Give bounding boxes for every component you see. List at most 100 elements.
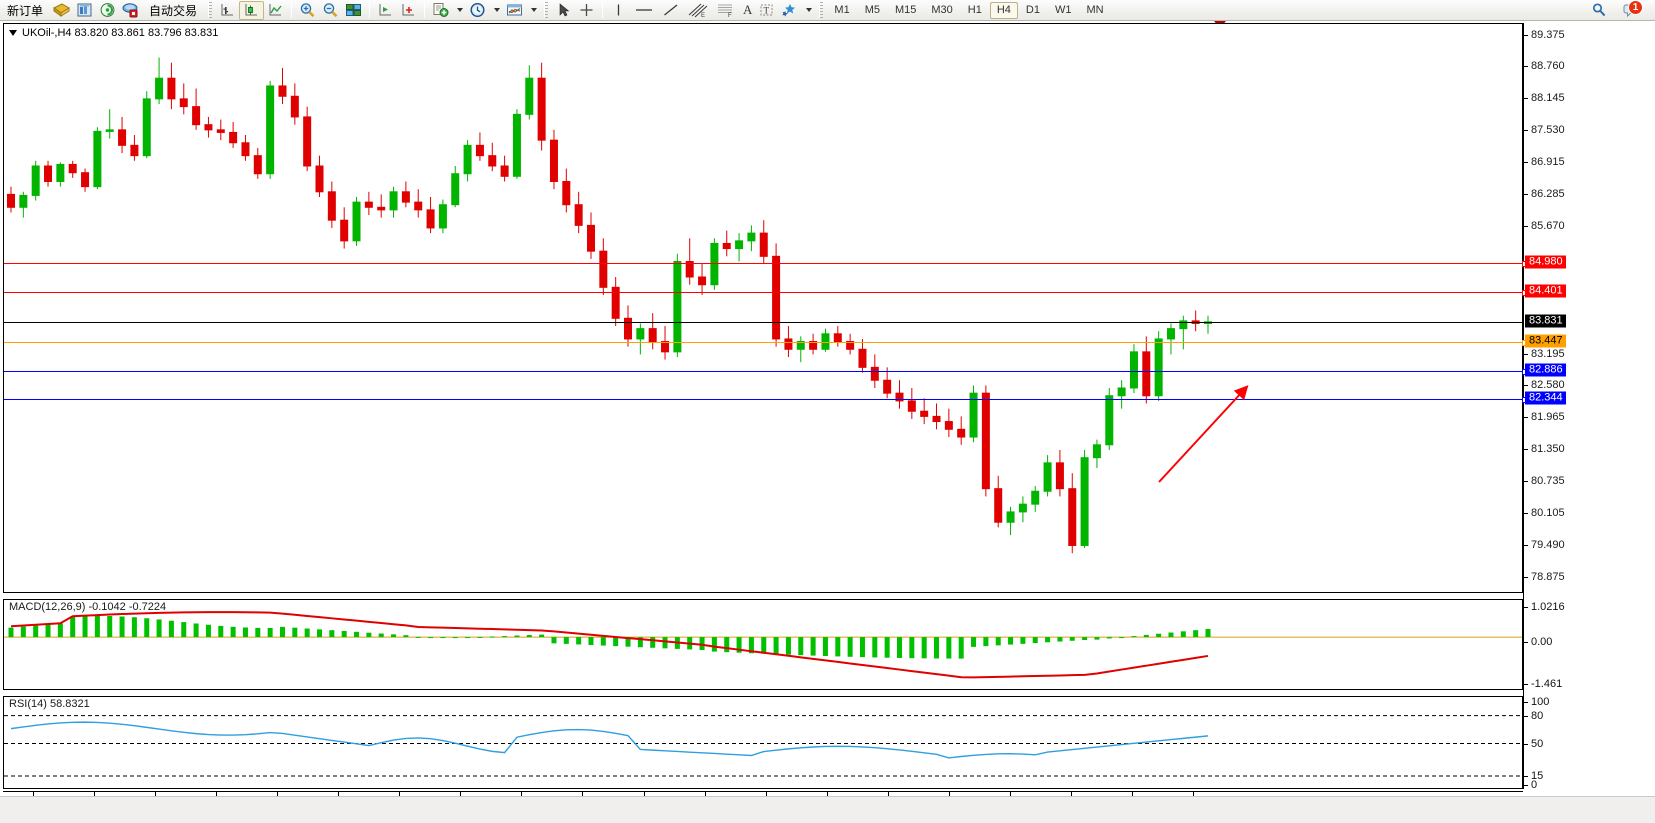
price-level-tag-support[interactable]: 82.886 xyxy=(1525,363,1566,377)
price-scale[interactable]: 89.375 88.760 88.145 87.530 86.915 86.285 85.6… xyxy=(1523,23,1655,791)
navigator-icon[interactable] xyxy=(397,0,420,20)
price-level-tag-resistance[interactable]: 84.401 xyxy=(1525,284,1566,298)
timeframe-button-h1[interactable]: H1 xyxy=(967,4,982,16)
rsi-panel[interactable]: RSI(14) 58.8321 xyxy=(3,696,1523,789)
timeframe-button-w1[interactable]: W1 xyxy=(1054,4,1072,16)
bar-chart-type-icon[interactable] xyxy=(216,0,239,20)
zoom-out-icon[interactable] xyxy=(319,0,342,20)
rsi-series xyxy=(4,715,1522,777)
price-tick xyxy=(1524,225,1528,227)
time-tick xyxy=(948,792,950,796)
time-tick xyxy=(216,792,218,796)
time-tick xyxy=(94,792,96,796)
chevron-down-icon[interactable] xyxy=(526,0,540,20)
level-line-support[interactable] xyxy=(4,396,1528,403)
price-tick xyxy=(1524,480,1528,482)
price-tick xyxy=(1524,34,1528,36)
equidistant-channel-icon[interactable]: E xyxy=(684,0,712,20)
chat-icon[interactable]: 1 xyxy=(1619,0,1647,20)
timeframe-button-m15[interactable]: M15 xyxy=(894,4,917,16)
price-level-tag-support[interactable]: 82.344 xyxy=(1525,391,1566,405)
level-line-resistance[interactable] xyxy=(4,260,1528,267)
chevron-down-icon[interactable] xyxy=(452,0,466,20)
price-level-tag-pivot[interactable]: 83.447 xyxy=(1525,334,1566,348)
price-chart-panel[interactable]: UKOil-,H4 83.820 83.861 83.796 83.831 xyxy=(3,23,1528,593)
trendline-icon[interactable] xyxy=(658,0,684,20)
timeframe-button-m30[interactable]: M30 xyxy=(931,4,953,16)
tile-windows-icon[interactable] xyxy=(342,0,365,20)
symbol-header[interactable]: UKOil-,H4 83.820 83.861 83.796 83.831 xyxy=(9,27,218,39)
time-tick xyxy=(1009,792,1011,796)
macd-panel[interactable]: MACD(12,26,9) -0.1042 -0.7224 xyxy=(3,599,1523,690)
panel-border-left xyxy=(3,24,4,592)
chart-workspace[interactable]: UKOil-,H4 83.820 83.861 83.796 83.831 MA… xyxy=(0,21,1655,823)
price-tick-label: 86.915 xyxy=(1531,155,1565,168)
price-tick xyxy=(1524,544,1528,546)
axis-tick xyxy=(1524,785,1528,786)
macd-axis-label-min: -1.461 xyxy=(1531,678,1563,690)
zoom-in-icon[interactable] xyxy=(296,0,319,20)
level-line-pivot[interactable] xyxy=(4,339,1528,346)
text-label-icon[interactable]: T xyxy=(755,0,778,20)
price-tick-label: 80.105 xyxy=(1531,507,1565,520)
panel-border-right xyxy=(1522,600,1523,689)
vertical-line-icon[interactable] xyxy=(607,0,630,20)
toolbar-grip-1[interactable] xyxy=(208,2,213,18)
main-toolbar: 新订单 自动交易 xyxy=(0,0,1655,21)
price-level-tag-resistance[interactable]: 84.980 xyxy=(1525,255,1566,269)
bullish-trend-arrow[interactable] xyxy=(1151,379,1271,489)
bar-chart-icon[interactable] xyxy=(73,0,96,20)
indicators-icon[interactable] xyxy=(503,0,526,20)
level-line-resistance[interactable] xyxy=(4,290,1528,297)
toolbar-separator-2 xyxy=(369,2,371,18)
time-tick xyxy=(765,792,767,796)
toolbar-separator-3 xyxy=(424,2,426,18)
price-tick xyxy=(1524,98,1528,100)
time-tick xyxy=(399,792,401,796)
level-line-support[interactable] xyxy=(4,368,1528,375)
toolbar-grip-2[interactable] xyxy=(544,2,549,18)
toolbar-separator-1 xyxy=(291,2,293,18)
shapes-icon[interactable] xyxy=(778,0,801,20)
crosshair-icon[interactable] xyxy=(575,0,598,20)
panel-border-right xyxy=(1522,697,1523,788)
price-level-tag-last-price[interactable]: 83.831 xyxy=(1525,314,1566,328)
status-bar xyxy=(0,796,1655,823)
price-tick xyxy=(1524,161,1528,163)
search-icon[interactable] xyxy=(1587,0,1611,20)
autotrading-button[interactable]: 自动交易 xyxy=(142,0,204,20)
rsi-axis-label-100: 100 xyxy=(1531,696,1550,708)
chevron-down-icon[interactable] xyxy=(9,30,17,36)
price-tick xyxy=(1524,353,1528,355)
toolbar-grip-3[interactable] xyxy=(819,2,824,18)
timeframe-button-m1[interactable]: M1 xyxy=(834,4,850,16)
new-chart-icon[interactable] xyxy=(429,0,452,20)
cursor-icon[interactable] xyxy=(552,0,575,20)
line-chart-type-icon[interactable] xyxy=(264,0,287,20)
fibonacci-icon[interactable]: F xyxy=(712,0,740,20)
new-order-icon[interactable] xyxy=(50,0,73,20)
data-window-icon[interactable] xyxy=(374,0,397,20)
level-line-last-price[interactable] xyxy=(4,321,1523,323)
candlestick-type-icon[interactable] xyxy=(239,0,265,20)
horizontal-line-icon[interactable] xyxy=(630,0,658,20)
chevron-down-icon[interactable] xyxy=(489,0,503,20)
new-order-button[interactable]: 新订单 xyxy=(0,0,50,20)
price-axis-line xyxy=(1523,23,1524,789)
price-tick-label: 83.195 xyxy=(1531,347,1565,360)
timeframe-button-m5[interactable]: M5 xyxy=(864,4,880,16)
timeframe-button-d1[interactable]: D1 xyxy=(1025,4,1040,16)
timeframe-button-h4[interactable]: H4 xyxy=(989,1,1018,19)
timeframe-button-mn[interactable]: MN xyxy=(1086,4,1104,16)
period-icon[interactable] xyxy=(466,0,489,20)
text-icon[interactable]: A xyxy=(743,2,753,17)
price-tick xyxy=(1524,576,1528,578)
time-tick xyxy=(1193,792,1194,796)
signals-icon[interactable] xyxy=(119,0,142,20)
time-tick xyxy=(33,792,34,796)
templates-icon[interactable] xyxy=(96,0,119,20)
time-tick xyxy=(155,792,157,796)
panel-border-left xyxy=(3,600,4,689)
price-tick-label: 87.530 xyxy=(1531,123,1565,136)
chevron-down-icon[interactable] xyxy=(801,0,815,20)
